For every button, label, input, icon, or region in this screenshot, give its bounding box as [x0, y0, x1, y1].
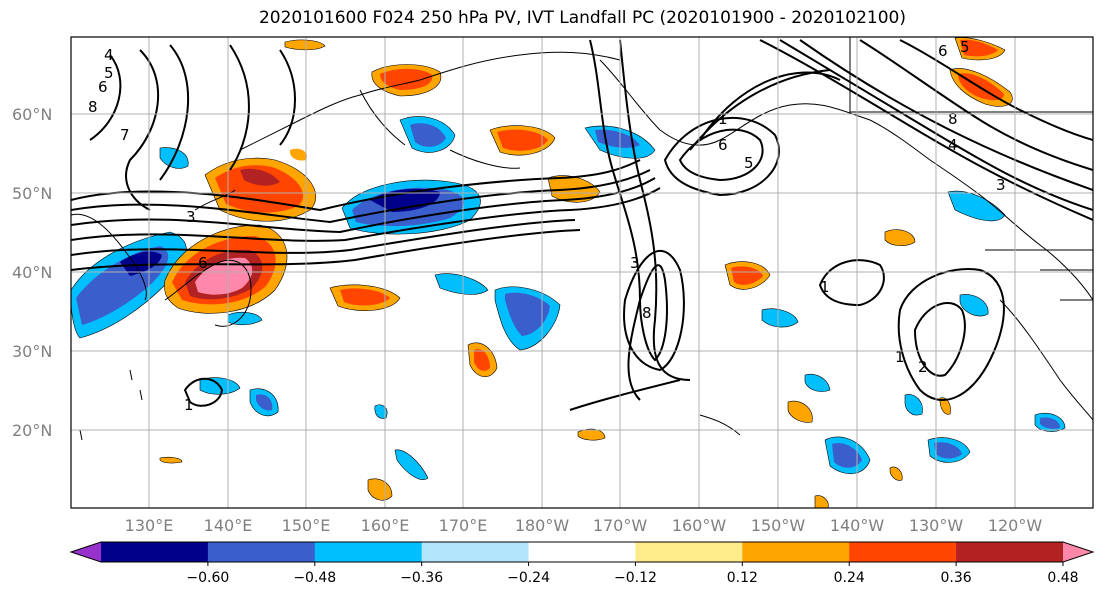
figure-title: 2020101600 F024 250 hPa PV, IVT Landfall…: [258, 8, 906, 28]
pv-contours: [71, 39, 1093, 411]
colorbar-segment: [421, 542, 530, 562]
lon-label: 170°E: [439, 516, 488, 535]
colorbar-segment: [314, 542, 423, 562]
colorbar-segment: [742, 542, 850, 562]
svg-text:7: 7: [120, 126, 130, 144]
colorbar-tick-label: 0.48: [1047, 570, 1078, 586]
colorbar-tick-label: −0.12: [614, 570, 657, 586]
lat-label-30: 30°N: [12, 342, 52, 361]
colorbar-extend-max: [1063, 542, 1093, 562]
lat-label-50: 50°N: [12, 184, 52, 203]
svg-text:3: 3: [186, 208, 196, 226]
svg-text:4: 4: [948, 136, 958, 154]
lon-label: 180°W: [515, 516, 570, 535]
lon-label: 130°E: [125, 516, 174, 535]
svg-text:3: 3: [630, 254, 640, 272]
svg-text:6: 6: [938, 42, 948, 60]
lon-label: 120°W: [988, 516, 1043, 535]
svg-text:1: 1: [184, 396, 194, 414]
colorbar-segment: [849, 542, 957, 562]
colorbar-segments: [69, 541, 1095, 563]
svg-text:1: 1: [820, 278, 830, 296]
colorbar-tick-label: 0.12: [727, 570, 758, 586]
colorbar: −0.60 −0.48 −0.36 −0.24 −0.12 0.12 0.24 0.36 0.4…: [69, 541, 1095, 586]
svg-text:3: 3: [996, 176, 1006, 194]
colorbar-tick-label: −0.48: [293, 570, 336, 586]
lon-label: 130°W: [909, 516, 964, 535]
svg-text:8: 8: [642, 304, 652, 322]
colorbar-outline: [69, 541, 1095, 563]
svg-text:6: 6: [718, 136, 728, 154]
colorbar-segment: [207, 542, 316, 562]
lat-label-20: 20°N: [12, 421, 52, 440]
colorbar-segment: [101, 542, 209, 562]
graticule: [71, 37, 1093, 508]
lon-label: 150°E: [282, 516, 331, 535]
latitude-labels: 60°N 50°N 40°N 30°N 20°N: [12, 105, 52, 440]
contour-labels: 4 5 6 8 7 3 6 1 3 8 1 1 2 1 6 5 4 3 8 6 …: [88, 38, 1006, 414]
colorbar-segment: [528, 542, 636, 562]
svg-text:8: 8: [948, 110, 958, 128]
colorbar-segment: [635, 542, 743, 562]
longitude-labels: 130°E 140°E 150°E 160°E 170°E 180°W 170°…: [125, 516, 1043, 535]
colorbar-tick-label: 0.36: [941, 570, 972, 586]
lon-label: 150°W: [751, 516, 806, 535]
svg-text:6: 6: [98, 78, 108, 96]
svg-text:5: 5: [104, 64, 114, 82]
colorbar-tick-label: −0.60: [186, 570, 229, 586]
colorbar-tick-label: −0.36: [400, 570, 443, 586]
svg-text:8: 8: [88, 98, 98, 116]
lon-label: 170°W: [593, 516, 648, 535]
svg-text:1: 1: [895, 348, 905, 366]
svg-text:4: 4: [104, 46, 114, 64]
svg-text:5: 5: [744, 154, 754, 172]
lat-label-40: 40°N: [12, 263, 52, 282]
svg-text:2: 2: [918, 358, 928, 376]
lon-label: 160°W: [672, 516, 727, 535]
lon-label: 140°W: [830, 516, 885, 535]
svg-text:6: 6: [198, 254, 208, 272]
svg-text:1: 1: [718, 110, 728, 128]
colorbar-segment: [956, 542, 1064, 562]
colorbar-ticks: −0.60 −0.48 −0.36 −0.24 −0.12 0.12 0.24 0.36 0.4…: [186, 562, 1079, 586]
colorbar-extend-min: [71, 542, 101, 562]
colorbar-tick-label: −0.24: [507, 570, 550, 586]
lat-label-60: 60°N: [12, 105, 52, 124]
svg-text:5: 5: [960, 38, 970, 56]
lon-label: 160°E: [361, 516, 410, 535]
lon-label: 140°E: [204, 516, 253, 535]
map-frame: [70, 36, 1094, 509]
colorbar-tick-label: 0.24: [834, 570, 865, 586]
